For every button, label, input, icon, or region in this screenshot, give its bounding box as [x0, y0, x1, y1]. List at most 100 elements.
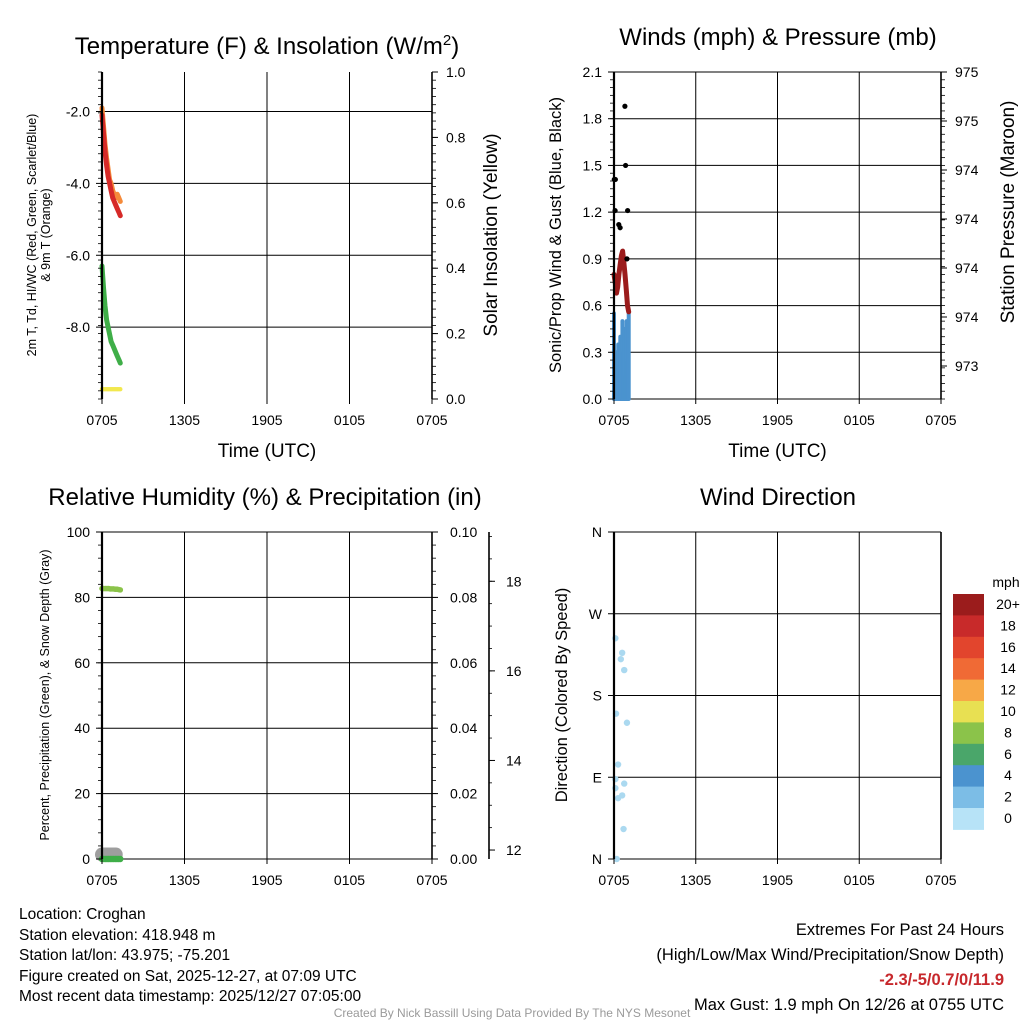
y2-tick-label: 0.4 [446, 260, 466, 276]
legend-swatch [953, 786, 984, 809]
x-tick-label: 0105 [844, 872, 875, 888]
legend-swatch [953, 658, 984, 681]
winds-axes: 0705 1305 1905 0105 0705 0.0 0.3 0.6 0.9 1.2 1.5 1.… [547, 64, 1019, 462]
elevation-text: Station elevation: 418.948 m [19, 926, 216, 944]
legend-swatch [953, 701, 984, 723]
y2-tick-label: 974 [955, 211, 979, 227]
gust-point [622, 162, 629, 169]
humidity-axes: 0705 1305 1905 0105 0705 0 20 40 60 80 100 0.00 0.02… [38, 524, 522, 888]
direction-point [621, 666, 628, 674]
x-axis-label: Time (UTC) [218, 441, 317, 462]
y-axis-label-line: & 9m T (Orange) [39, 188, 53, 281]
y-tick-label: 1.5 [583, 157, 603, 173]
y2-tick-label: 0.8 [446, 129, 466, 145]
y3-tick-label: 14 [506, 752, 522, 768]
x-tick-label: 1905 [251, 872, 282, 888]
legend-swatch [953, 808, 984, 830]
created-text: Figure created on Sat, 2025-12-27, at 07… [19, 967, 357, 985]
y2-tick-label: 974 [955, 260, 979, 276]
extremes-title: Extremes For Past 24 Hours [795, 921, 1004, 939]
y2-tick-label: 974 [955, 309, 979, 325]
latlon-text: Station lat/lon: 43.975; -75.201 [19, 947, 231, 964]
legend-label: 6 [1004, 746, 1012, 762]
x-tick-label: 0705 [86, 872, 117, 888]
y3-tick-label: 18 [506, 573, 522, 589]
legend-swatch [953, 594, 984, 616]
legend-swatch [953, 615, 984, 638]
dewpoint-line [99, 263, 123, 366]
y2-tick-label: 974 [955, 162, 979, 178]
y2-tick-label: 0.0 [446, 391, 466, 407]
precip-point [117, 855, 124, 863]
y-tick-label: N [592, 851, 602, 867]
y-tick-label: -2.0 [66, 104, 90, 120]
legend-label: 14 [1000, 660, 1016, 676]
legend-label: 4 [1004, 767, 1012, 783]
extremes-subtitle: (High/Low/Max Wind/Precipitation/Snow De… [656, 946, 1004, 964]
y-tick-label: S [593, 688, 602, 704]
winds-title: Winds (mph) & Pressure (mb) [619, 24, 936, 51]
speed-legend: mph 20+ 18 16 14 12 10 8 6 4 2 0 [953, 574, 1020, 830]
legend-label: 8 [1004, 724, 1012, 740]
y2-axis-label: Solar Insolation (Yellow) [481, 133, 502, 336]
insolation-point [118, 386, 123, 392]
direction-title: Wind Direction [700, 484, 856, 511]
y-tick-label: 20 [74, 786, 90, 802]
x-tick-label: 0105 [334, 872, 365, 888]
y-tick-label: 0.0 [583, 391, 603, 407]
direction-panel: Wind Direction 0705 1305 1905 0105 0705 N E S W N… [553, 484, 1020, 888]
x-tick-label: 1305 [169, 872, 200, 888]
direction-axes: 0705 1305 1905 0105 0705 N E S W N Direction (Colo… [553, 524, 957, 888]
y-tick-label: 1.8 [583, 111, 603, 127]
temp-line [99, 112, 123, 219]
x-tick-label: 0705 [416, 872, 447, 888]
direction-point [618, 649, 626, 657]
x-tick-label: 1305 [680, 872, 711, 888]
gust-point [617, 225, 623, 231]
direction-point [623, 719, 631, 726]
rh-point [117, 587, 124, 593]
location-text: Location: Croghan [19, 906, 146, 923]
gust-point [625, 207, 631, 214]
x-tick-label: 0105 [844, 412, 875, 428]
y3-tick-label: 12 [506, 842, 522, 858]
y-tick-label: 60 [74, 655, 90, 671]
direction-point [614, 761, 622, 768]
y-tick-label: 0.3 [583, 344, 603, 360]
extremes-values: -2.3/-5/0.7/0/11.9 [879, 971, 1004, 989]
max-gust-text: Max Gust: 1.9 mph On 12/26 at 0755 UTC [694, 996, 1004, 1014]
extremes-box: Extremes For Past 24 Hours (High/Low/Max… [656, 918, 1004, 1018]
x-tick-label: 1305 [169, 412, 200, 428]
x-tick-label: 1905 [762, 872, 793, 888]
winds-panel: Winds (mph) & Pressure (mb) 0705 1305 1905… [547, 24, 1019, 462]
y-tick-label: -4.0 [66, 175, 90, 191]
y2-tick-label: 973 [955, 358, 979, 374]
y-tick-label: 40 [74, 720, 90, 736]
temperature-axes: 0705 1305 1905 0105 0705 -8.0 -6.0 -4.0 -2.0 Time… [25, 64, 502, 462]
temperature-title: Temperature (F) & Insolation (W/m2) [75, 32, 459, 60]
x-tick-label: 0705 [598, 412, 629, 428]
x-tick-label: 0705 [416, 412, 447, 428]
direction-point [618, 792, 626, 799]
y-tick-label: W [589, 606, 603, 622]
y2-tick-label: 975 [955, 113, 979, 129]
y2-tick-label: 0.00 [450, 851, 477, 867]
humidity-marks [95, 585, 124, 863]
x-tick-label: 0105 [334, 412, 365, 428]
gust-point [622, 103, 628, 109]
legend-label: 20+ [996, 596, 1020, 612]
y2-tick-label: 0.6 [446, 195, 466, 211]
y-axis-label: Percent, Precipitation (Green), & Snow D… [38, 549, 52, 840]
y-tick-label: 0.9 [583, 251, 603, 267]
legend-label: 0 [1004, 810, 1012, 826]
legend-title: mph [992, 574, 1019, 590]
x-axis-label: Time (UTC) [728, 441, 827, 462]
legend-swatch [953, 722, 984, 745]
legend-label: 12 [1000, 682, 1016, 698]
legend-label: 16 [1000, 639, 1016, 655]
legend-label: 2 [1004, 789, 1012, 805]
y2-tick-label: 0.02 [450, 786, 477, 802]
y-tick-label: 80 [74, 589, 90, 605]
temperature-panel: Temperature (F) & Insolation (W/m2) 0705… [25, 32, 502, 462]
y-tick-label: 100 [67, 524, 91, 540]
